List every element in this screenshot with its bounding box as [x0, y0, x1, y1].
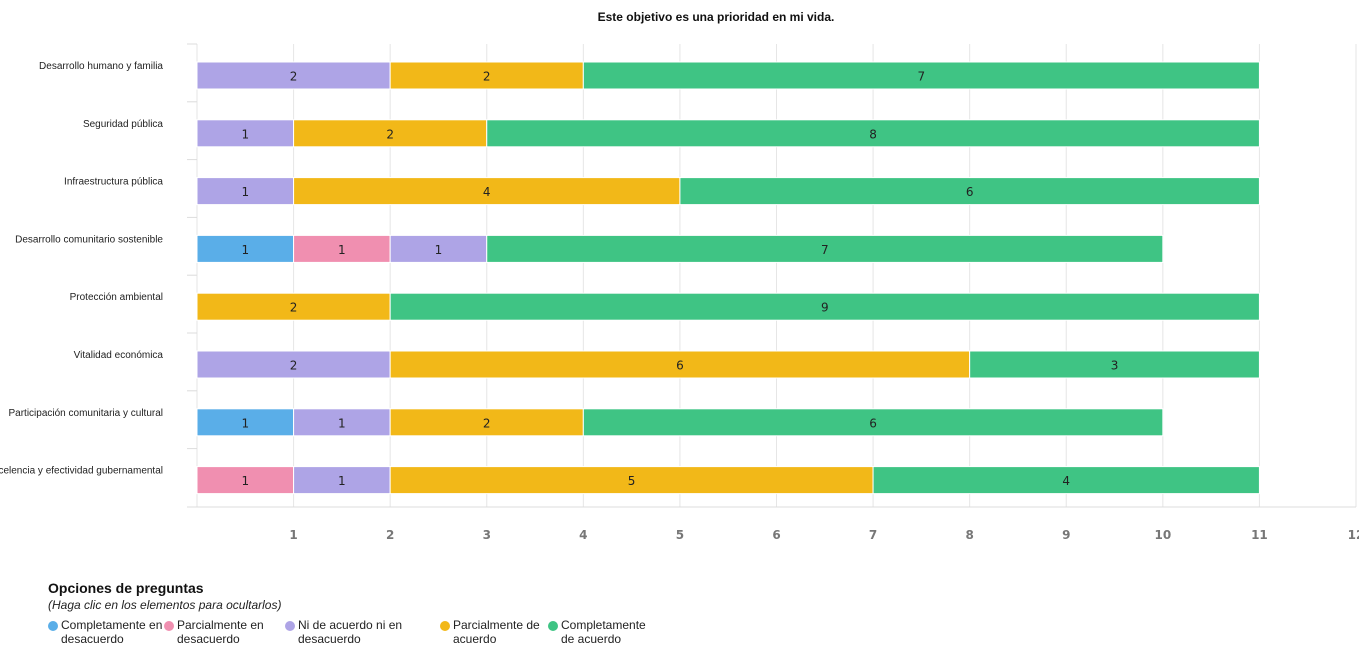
bar-segment[interactable] — [389, 292, 1260, 321]
bar-value-label: 4 — [1062, 474, 1070, 488]
category-label: Desarrollo humano y familia — [39, 61, 163, 72]
legend-dot-icon — [164, 621, 174, 631]
x-tick-label: 4 — [579, 528, 587, 542]
legend-item-label: Completamente de acuerdo — [561, 618, 646, 646]
category-label: Seguridad pública — [83, 119, 163, 130]
bar-value-label: 1 — [338, 474, 346, 488]
x-tick-label: 5 — [676, 528, 684, 542]
bar-value-label: 1 — [338, 416, 346, 430]
bar-segment[interactable] — [582, 61, 1260, 90]
bar-value-label: 1 — [241, 127, 249, 141]
bar-value-label: 9 — [821, 301, 829, 315]
x-tick-label: 1 — [289, 528, 297, 542]
legend-item-ni-de-acuerdo-ni-en-desacuerdo[interactable]: Ni de acuerdo ni en desacuerdo — [285, 618, 402, 646]
legend-item-label: Parcialmente en desacuerdo — [177, 618, 264, 646]
legend-item-label: Ni de acuerdo ni en desacuerdo — [298, 618, 403, 646]
bar-segment[interactable] — [293, 119, 488, 148]
bar-value-label: 1 — [338, 243, 346, 257]
bar-value-label: 2 — [483, 416, 491, 430]
bar-value-label: 1 — [241, 474, 249, 488]
bar-segment[interactable] — [389, 408, 584, 437]
bar-value-label: 2 — [386, 127, 394, 141]
x-tick-label: 6 — [772, 528, 780, 542]
x-tick-label: 7 — [869, 528, 877, 542]
bar-value-label: 2 — [290, 301, 298, 315]
bar-segment[interactable] — [389, 61, 584, 90]
bar-segment[interactable] — [196, 177, 295, 206]
x-tick-label: 2 — [386, 528, 394, 542]
labels-layer: 123456789101112Desarrollo humano y famil… — [0, 61, 1359, 542]
category-label: Desarrollo comunitario sostenible — [15, 234, 163, 245]
bar-value-label: 1 — [241, 185, 249, 199]
bar-segment[interactable] — [196, 292, 391, 321]
category-label: Vitalidad económica — [74, 350, 164, 361]
bar-segment[interactable] — [196, 61, 391, 90]
x-tick-label: 9 — [1062, 528, 1070, 542]
legend-item-parcialmente-de-acuerdo[interactable]: Parcialmente de acuerdo — [440, 618, 540, 646]
legend-dot-icon — [285, 621, 295, 631]
legend: Opciones de preguntas (Haga clic en los … — [48, 580, 748, 652]
legend-item-label: Completamente en desacuerdo — [61, 618, 163, 646]
x-tick-label: 10 — [1154, 528, 1171, 542]
legend-dot-icon — [48, 621, 58, 631]
x-tick-label: 3 — [483, 528, 491, 542]
legend-subtitle: (Haga clic en los elementos para ocultar… — [48, 598, 282, 612]
x-tick-label: 11 — [1251, 528, 1268, 542]
x-tick-label: 12 — [1348, 528, 1359, 542]
bar-segment[interactable] — [679, 177, 1260, 206]
bar-value-label: 2 — [290, 359, 298, 373]
legend-dot-icon — [548, 621, 558, 631]
stacked-bar-chart: Este objetivo es una prioridad en mi vid… — [0, 10, 1359, 542]
grid-layer — [187, 43, 1357, 508]
legend-dot-icon — [440, 621, 450, 631]
bar-value-label: 2 — [483, 70, 491, 84]
category-label: Participación comunitaria y cultural — [8, 408, 163, 419]
bar-segment[interactable] — [486, 234, 1164, 263]
bar-segment[interactable] — [196, 350, 391, 379]
chart-title: Este objetivo es una prioridad en mi vid… — [598, 10, 835, 24]
bar-segment[interactable] — [389, 234, 488, 263]
bar-value-label: 6 — [676, 359, 684, 373]
bar-value-label: 1 — [241, 416, 249, 430]
category-label: Protección ambiental — [70, 292, 163, 303]
x-tick-label: 8 — [965, 528, 973, 542]
legend-title: Opciones de preguntas — [48, 580, 204, 596]
bar-segment[interactable] — [196, 408, 295, 437]
bar-segment[interactable] — [872, 466, 1260, 495]
bar-segment[interactable] — [196, 234, 295, 263]
bar-segment[interactable] — [196, 466, 295, 495]
bar-segment[interactable] — [293, 408, 391, 437]
bars-layer — [196, 61, 1260, 495]
legend-item-completamente-de-acuerdo[interactable]: Completamente de acuerdo — [548, 618, 646, 646]
bar-segment[interactable] — [969, 350, 1260, 379]
legend-item-label: Parcialmente de acuerdo — [453, 618, 540, 646]
bar-segment[interactable] — [582, 408, 1164, 437]
legend-item-completamente-en-desacuerdo[interactable]: Completamente en desacuerdo — [48, 618, 162, 646]
bar-value-label: 6 — [869, 416, 877, 430]
legend-item-parcialmente-en-desacuerdo[interactable]: Parcialmente en desacuerdo — [164, 618, 264, 646]
category-label: Excelencia y efectividad gubernamental — [0, 466, 163, 477]
legend-items: Completamente en desacuerdo Parcialmente … — [48, 618, 748, 652]
bar-value-label: 4 — [483, 185, 491, 199]
bar-value-label: 7 — [918, 70, 926, 84]
bar-value-label: 5 — [628, 474, 636, 488]
bar-value-label: 1 — [241, 243, 249, 257]
bar-value-label: 7 — [821, 243, 829, 257]
bar-segment[interactable] — [389, 466, 874, 495]
bar-segment[interactable] — [293, 177, 681, 206]
bar-value-label: 2 — [290, 70, 298, 84]
bar-value-label: 3 — [1111, 359, 1119, 373]
category-label: Infraestructura pública — [64, 177, 163, 188]
bar-segment[interactable] — [486, 119, 1260, 148]
bar-value-label: 6 — [966, 185, 974, 199]
bar-segment[interactable] — [196, 119, 295, 148]
bar-value-label: 8 — [869, 127, 877, 141]
bar-value-label: 1 — [435, 243, 443, 257]
bar-segment[interactable] — [293, 466, 391, 495]
